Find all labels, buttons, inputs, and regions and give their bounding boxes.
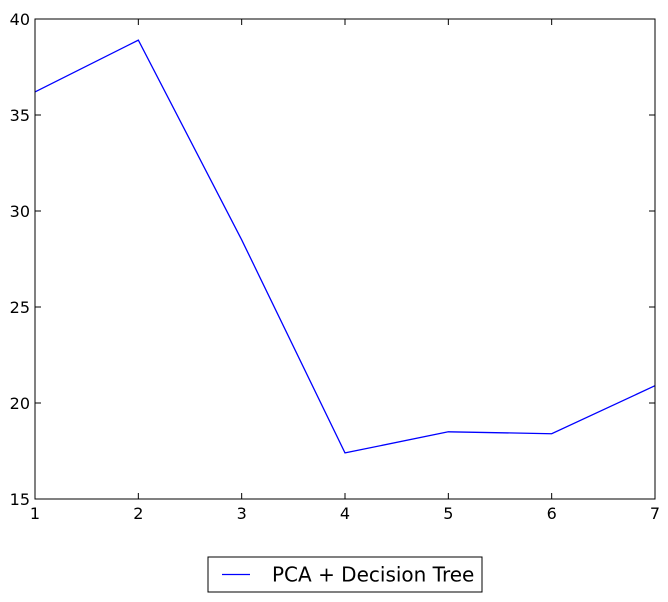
- plot-frame: [34, 18, 656, 500]
- x-tick-label: 1: [30, 504, 40, 523]
- legend-label: PCA + Decision Tree: [272, 563, 474, 587]
- y-tick-label: 25: [10, 298, 30, 317]
- y-tick-label: 20: [10, 394, 30, 413]
- series-line-0: [34, 39, 656, 454]
- axes: 1 2 3 4 5 6 7 15 20 25 30 35 40: [10, 10, 660, 523]
- y-tick-label: 15: [10, 490, 30, 509]
- x-tick-label: 4: [340, 504, 350, 523]
- x-tick-label: 2: [133, 504, 143, 523]
- x-tick-label: 5: [443, 504, 453, 523]
- y-tick-label: 35: [10, 106, 30, 125]
- plot-area: [34, 39, 656, 454]
- x-tick-label: 3: [237, 504, 247, 523]
- x-tick-label: 7: [650, 504, 660, 523]
- y-tick-label: 40: [10, 10, 30, 29]
- y-tick-label: 30: [10, 202, 30, 221]
- x-tick-label: 6: [547, 504, 557, 523]
- legend: PCA + Decision Tree: [207, 556, 483, 593]
- legend-box: [207, 556, 483, 593]
